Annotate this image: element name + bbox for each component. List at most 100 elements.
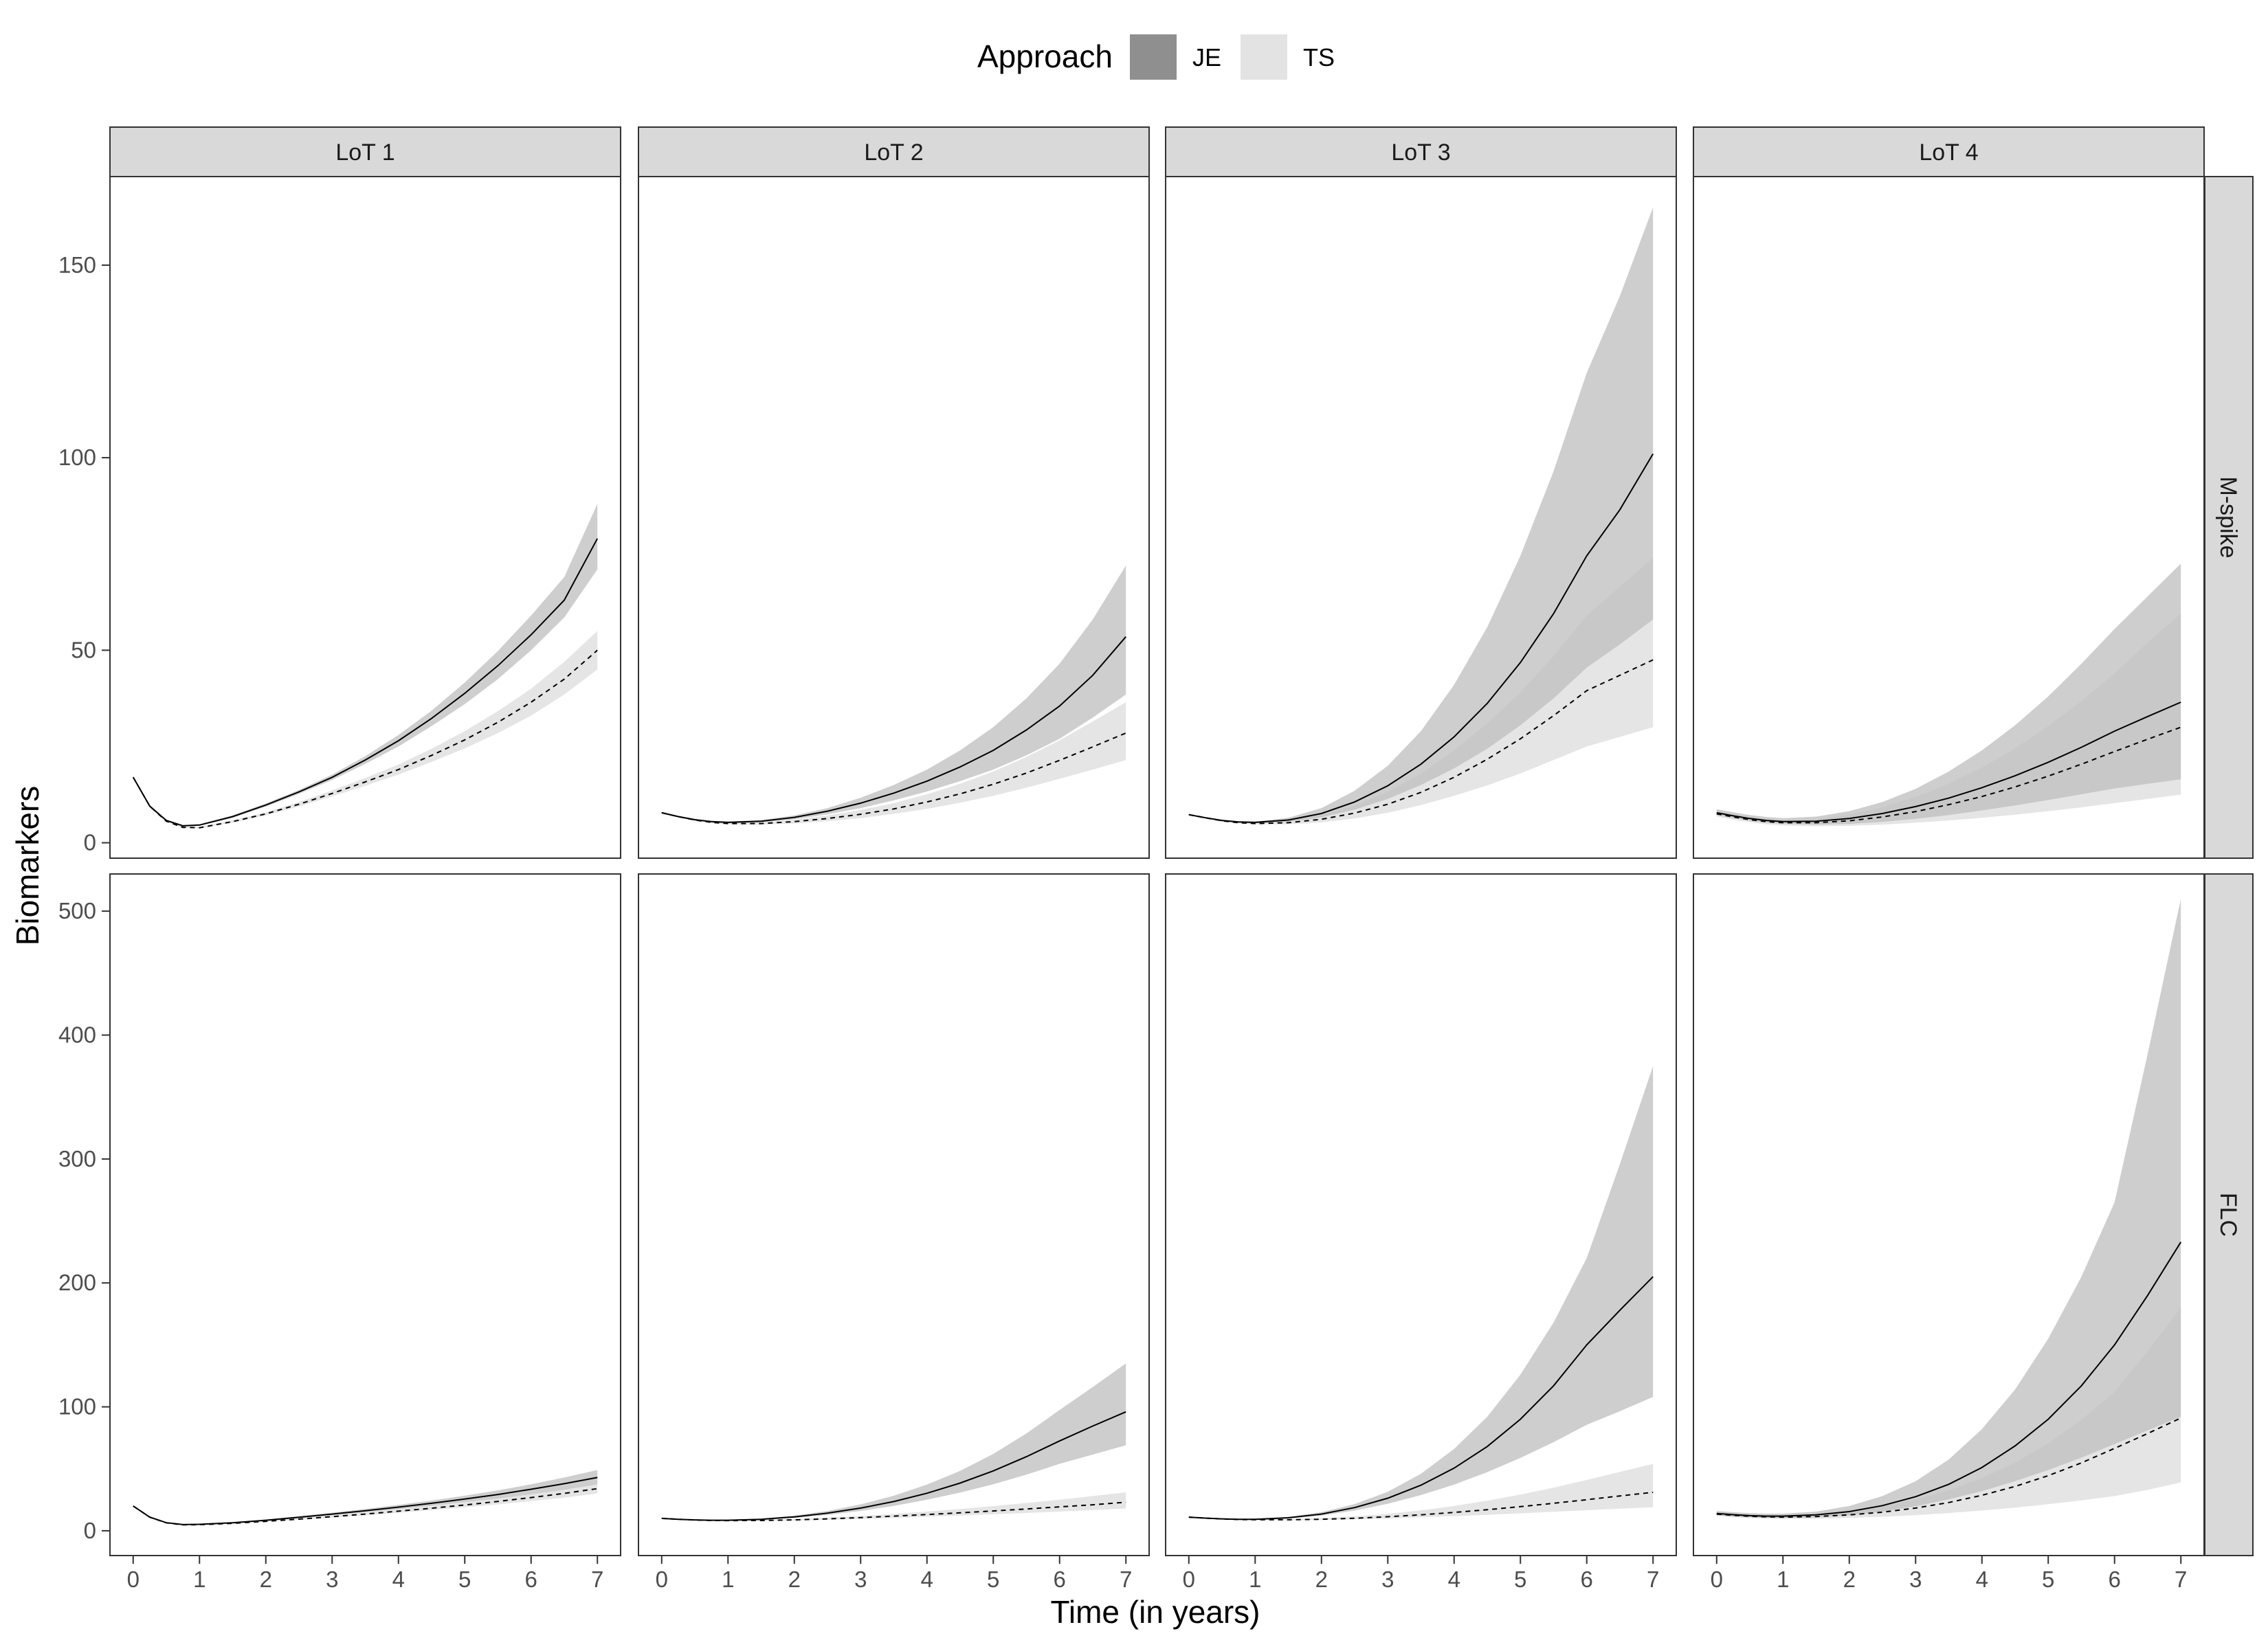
strip-label-lot-1: LoT 1 <box>335 139 394 166</box>
x-tick-label-lot-1-3: 3 <box>326 1567 338 1592</box>
strip-lot-3 <box>1165 126 1677 177</box>
band-je-flc-lot-3 <box>1188 1066 1654 1520</box>
band-je-flc-lot-1 <box>133 1470 598 1525</box>
strip-label-m-spike: M-spike <box>2215 476 2241 558</box>
x-tick-label-lot-4-6: 6 <box>2109 1567 2121 1592</box>
y-tick-label-flc-500: 500 <box>58 898 96 923</box>
line-ts-flc-lot-3 <box>1188 1492 1654 1521</box>
x-tick-label-lot-4-4: 4 <box>1976 1567 1988 1592</box>
facet-strips: LoT 1 LoT 2 LoT 3 LoT 4 M-spike FLC <box>109 126 2254 1556</box>
panel-background-m-spike-lot-1 <box>110 177 621 858</box>
x-tick-label-lot-1-6: 6 <box>525 1567 537 1592</box>
band-ts-flc-lot-2 <box>661 1492 1126 1521</box>
x-tick-label-lot-2-2: 2 <box>788 1567 801 1592</box>
panel-m-spike-lot-2 <box>638 176 1150 859</box>
line-ts-m-spike-lot-1 <box>132 649 598 829</box>
panel-flc-lot-4 <box>1693 873 2205 1556</box>
y-tick-label-flc-100: 100 <box>58 1394 96 1420</box>
legend-swatch-je <box>1130 34 1177 80</box>
band-je-flc-lot-4 <box>1716 899 2181 1518</box>
line-je-flc-lot-1 <box>133 1477 598 1525</box>
strip-flc <box>2204 873 2254 1556</box>
strip-label-flc: FLC <box>2215 1193 2241 1237</box>
x-tick-label-lot-1-2: 2 <box>260 1567 272 1592</box>
panel-background-flc-lot-1 <box>110 874 621 1556</box>
panel-m-spike-lot-1 <box>109 176 621 859</box>
strip-lot-2 <box>638 126 1150 177</box>
x-tick-label-lot-4-3: 3 <box>1909 1567 1922 1592</box>
y-tick-label-flc-0: 0 <box>84 1518 96 1543</box>
y-tick-label-m-spike-150: 150 <box>58 252 96 278</box>
x-tick-label-lot-1-5: 5 <box>458 1567 471 1592</box>
x-tick-label-lot-3-6: 6 <box>1581 1567 1593 1592</box>
strip-label-lot-3: LoT 3 <box>1391 139 1450 166</box>
y-axis-title: Biomarkers <box>10 786 45 946</box>
x-tick-label-lot-1-1: 1 <box>193 1567 205 1592</box>
y-tick-label-m-spike-0: 0 <box>84 830 96 855</box>
band-je-m-spike-lot-2 <box>661 565 1126 823</box>
band-je-m-spike-lot-1 <box>133 504 598 827</box>
y-tick-label-m-spike-100: 100 <box>58 445 96 470</box>
band-ts-flc-lot-4 <box>1716 1308 2181 1519</box>
panel-m-spike-lot-3 <box>1165 176 1677 859</box>
panel-border-flc-lot-3 <box>1165 873 1677 1556</box>
x-tick-label-lot-2-6: 6 <box>1054 1567 1066 1592</box>
x-tick-label-lot-3-3: 3 <box>1381 1567 1394 1592</box>
y-tick-label-flc-400: 400 <box>58 1022 96 1047</box>
panel-flc-lot-2 <box>638 873 1150 1556</box>
x-tick-label-lot-2-5: 5 <box>987 1567 999 1592</box>
line-ts-flc-lot-2 <box>661 1501 1126 1522</box>
band-ts-m-spike-lot-2 <box>661 702 1126 825</box>
x-tick-label-lot-3-4: 4 <box>1448 1567 1460 1592</box>
x-tick-label-lot-3-0: 0 <box>1183 1567 1195 1592</box>
band-ts-flc-lot-3 <box>1188 1463 1654 1521</box>
panel-border-flc-lot-2 <box>638 873 1150 1556</box>
panel-flc-lot-3 <box>1165 873 1677 1556</box>
legend-title: Approach <box>977 38 1113 74</box>
x-tick-label-lot-1-7: 7 <box>591 1567 603 1592</box>
x-tick-label-lot-3-1: 1 <box>1249 1567 1261 1592</box>
line-je-m-spike-lot-3 <box>1188 453 1654 823</box>
line-je-flc-lot-4 <box>1716 1242 2182 1517</box>
x-tick-label-lot-1-4: 4 <box>392 1567 405 1592</box>
line-ts-m-spike-lot-4 <box>1716 726 2181 824</box>
panel-m-spike-lot-4 <box>1693 176 2205 859</box>
x-tick-label-lot-2-3: 3 <box>854 1567 867 1592</box>
x-tick-label-lot-2-1: 1 <box>722 1567 734 1592</box>
y-tick-label-flc-200: 200 <box>58 1270 96 1295</box>
legend: Approach JE TS <box>977 34 1335 80</box>
x-tick-label-lot-2-0: 0 <box>656 1567 668 1592</box>
x-tick-label-lot-4-1: 1 <box>1777 1567 1789 1592</box>
band-je-m-spike-lot-3 <box>1188 207 1654 823</box>
x-tick-label-lot-4-0: 0 <box>1711 1567 1723 1592</box>
x-tick-label-lot-3-2: 2 <box>1315 1567 1328 1592</box>
x-tick-label-lot-3-7: 7 <box>1647 1567 1659 1592</box>
band-ts-m-spike-lot-3 <box>1188 557 1654 824</box>
x-tick-label-lot-4-7: 7 <box>2175 1567 2187 1592</box>
panel-flc-lot-1 <box>109 873 621 1556</box>
strip-label-lot-2: LoT 2 <box>864 139 923 166</box>
strip-m-spike <box>2204 176 2254 859</box>
x-tick-label-lot-2-4: 4 <box>921 1567 933 1592</box>
x-tick-label-lot-2-7: 7 <box>1120 1567 1132 1592</box>
legend-swatch-ts <box>1241 34 1287 80</box>
strip-lot-1 <box>109 126 621 177</box>
x-axis-title: Time (in years) <box>1051 1594 1260 1630</box>
line-je-m-spike-lot-1 <box>132 538 599 827</box>
panel-background-flc-lot-3 <box>1166 874 1676 1556</box>
line-je-m-spike-lot-4 <box>1716 702 2181 822</box>
facet-panels <box>109 176 2205 1556</box>
band-je-m-spike-lot-4 <box>1716 563 2181 825</box>
strip-lot-4 <box>1693 126 2205 177</box>
x-tick-label-lot-4-2: 2 <box>1843 1567 1856 1592</box>
y-tick-label-flc-300: 300 <box>58 1146 96 1171</box>
line-je-flc-lot-3 <box>1188 1276 1654 1521</box>
x-tick-label-lot-1-0: 0 <box>127 1567 140 1592</box>
line-je-flc-lot-2 <box>661 1411 1126 1521</box>
line-je-m-spike-lot-2 <box>661 636 1126 823</box>
y-tick-label-m-spike-50: 50 <box>71 637 96 662</box>
strip-label-lot-4: LoT 4 <box>1919 139 1978 166</box>
line-ts-flc-lot-4 <box>1716 1417 2181 1518</box>
